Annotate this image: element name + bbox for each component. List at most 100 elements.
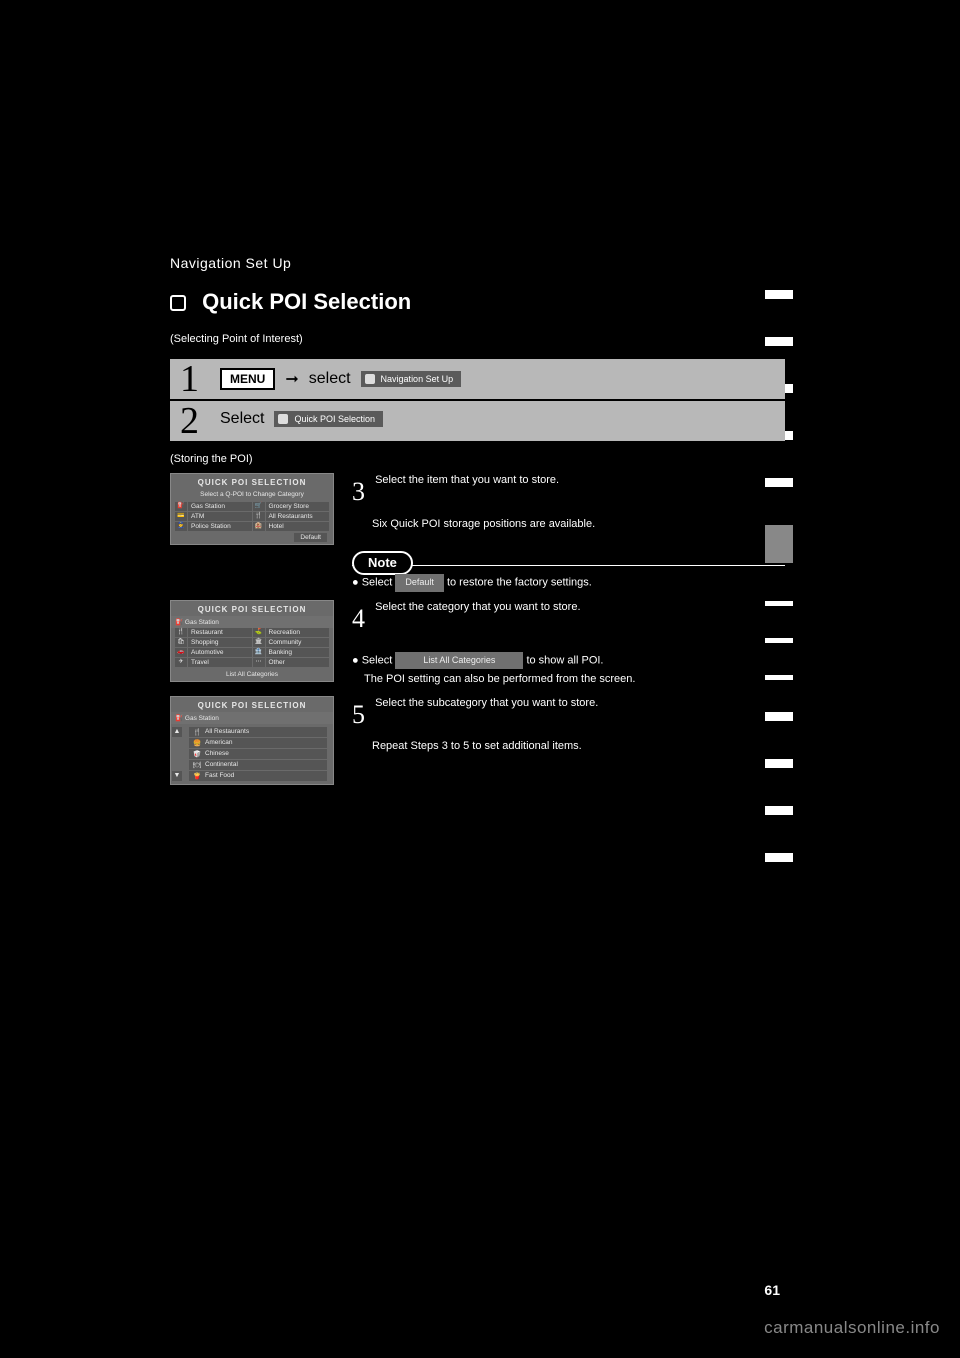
list-label: Chinese xyxy=(205,750,229,758)
mini-icon: 🛍 xyxy=(175,638,187,647)
note-block: Note ● Select Default to restore the fac… xyxy=(352,551,785,592)
step-5-row: QUICK POI SELECTION ⛽ Gas Station ▲ ▼ 🍴A… xyxy=(170,696,785,785)
list-item[interactable]: 🍽 Continental xyxy=(189,760,327,770)
mini-icon: 🏨 xyxy=(253,522,265,531)
list-label: Continental xyxy=(205,761,238,769)
step-number: 4 xyxy=(352,600,372,638)
default-inline-button[interactable]: Default xyxy=(395,574,444,592)
mini-sub: Select a Q-POI to Change Category xyxy=(171,489,333,502)
list-label: American xyxy=(205,739,232,747)
mini-title: QUICK POI SELECTION xyxy=(171,601,333,616)
quick-poi-button[interactable]: Quick POI Selection xyxy=(274,411,383,427)
watermark: carmanualsonline.info xyxy=(764,1318,940,1338)
mini-title: QUICK POI SELECTION xyxy=(171,697,333,712)
side-tab xyxy=(765,806,793,815)
mini-cell[interactable]: Banking xyxy=(266,648,330,657)
page-number: 61 xyxy=(764,1282,780,1298)
scroll-down-icon[interactable]: ▼ xyxy=(172,771,182,781)
step-4-text: 4 Select the category that you want to s… xyxy=(352,600,785,688)
list-item[interactable]: 🍔 American xyxy=(189,738,327,748)
note-text: to show all POI. xyxy=(526,654,603,666)
menu-button[interactable]: MENU xyxy=(220,368,275,390)
btn-label: Navigation Set Up xyxy=(381,374,454,384)
note-body: ● Select Default to restore the factory … xyxy=(352,574,785,592)
btn-label: Quick POI Selection xyxy=(294,414,375,424)
step-number: 1 xyxy=(180,357,199,401)
note-text-extra: The POI setting can also be performed fr… xyxy=(364,671,785,688)
poi-icon xyxy=(278,414,288,424)
arrow-icon: ➞ xyxy=(285,369,298,389)
step-2: 2 Select Quick POI Selection xyxy=(170,401,785,441)
mini-cell[interactable]: Gas Station xyxy=(188,502,252,511)
mini-icon: ⛳ xyxy=(253,628,265,637)
screenshot-1: QUICK POI SELECTION Select a Q-POI to Ch… xyxy=(170,473,334,592)
wrench-icon xyxy=(365,374,375,384)
mini-icon: 💳 xyxy=(175,512,187,521)
step-desc-extra: Repeat Steps 3 to 5 to set additional it… xyxy=(372,739,785,755)
list-label: All Restaurants xyxy=(205,728,249,736)
list-icon: 🍟 xyxy=(193,772,201,780)
mini-header-text: Gas Station xyxy=(185,619,219,626)
list-icon: 🥡 xyxy=(193,750,201,758)
mini-cell[interactable]: Automotive xyxy=(188,648,252,657)
note-bullet-2: ● Select List All Categories to show all… xyxy=(352,652,785,688)
mini-panel: QUICK POI SELECTION ⛽ Gas Station 🍴Resta… xyxy=(170,600,334,682)
list-item[interactable]: 🍴 All Restaurants xyxy=(189,727,327,737)
mini-cell[interactable]: Community xyxy=(266,638,330,647)
list-item[interactable]: 🍟 Fast Food xyxy=(189,771,327,781)
list-icon: 🍴 xyxy=(193,728,201,736)
step-desc: Select the subcategory that you want to … xyxy=(375,697,598,709)
nav-setup-button[interactable]: Navigation Set Up xyxy=(361,371,462,387)
list-label: Fast Food xyxy=(205,772,234,780)
screenshot-3: QUICK POI SELECTION ⛽ Gas Station ▲ ▼ 🍴A… xyxy=(170,696,334,785)
note-bullet-1: ● Select Default to restore the factory … xyxy=(352,574,785,592)
side-tab xyxy=(765,853,793,862)
step-word: select xyxy=(309,370,351,388)
mini-icon: 🏛 xyxy=(253,638,265,647)
step-1: 1 MENU ➞ select Navigation Set Up xyxy=(170,359,785,399)
note-text: to restore the factory settings. xyxy=(447,577,592,589)
mini-title: QUICK POI SELECTION xyxy=(171,474,333,489)
mini-cell[interactable]: Hotel xyxy=(266,522,330,531)
mini-side-layout: ▲ ▼ 🍴 All Restaurants 🍔 American 🥡 Chinese … xyxy=(171,724,333,784)
step-inner: MENU ➞ select Navigation Set Up xyxy=(220,368,461,390)
step-3-text: 3 Select the item that you want to store… xyxy=(352,473,785,592)
content-region: Navigation Set Up Quick POI Selection (S… xyxy=(170,255,785,793)
default-button[interactable]: Default xyxy=(294,533,327,542)
mini-grid: ⛽Gas Station 🛒Grocery Store 💳ATM 🍴All Re… xyxy=(171,502,333,533)
mini-cell[interactable]: Recreation xyxy=(266,628,330,637)
note-text: Select xyxy=(362,654,393,666)
mini-cell[interactable]: Travel xyxy=(188,658,252,667)
mini-cell[interactable]: Other xyxy=(266,658,330,667)
mini-cell[interactable]: All Restaurants xyxy=(266,512,330,521)
mini-cell[interactable]: ATM xyxy=(188,512,252,521)
scroll-up-icon[interactable]: ▲ xyxy=(172,727,182,737)
step-desc: Select the category that you want to sto… xyxy=(375,601,580,613)
mini-icon: 🚗 xyxy=(175,648,187,657)
mini-icon: 🛒 xyxy=(253,502,265,511)
page-header: Navigation Set Up xyxy=(170,255,785,271)
mini-header-text: Gas Station xyxy=(185,715,219,722)
list-item[interactable]: 🥡 Chinese xyxy=(189,749,327,759)
step-desc: Select the item that you want to store. xyxy=(375,474,559,486)
section-title: Quick POI Selection xyxy=(202,289,411,314)
mini-cell[interactable]: Grocery Store xyxy=(266,502,330,511)
mini-list: 🍴 All Restaurants 🍔 American 🥡 Chinese 🍽 Con… xyxy=(183,724,333,784)
mini-cell[interactable]: Police Station xyxy=(188,522,252,531)
mini-foot[interactable]: List All Categories xyxy=(171,669,333,681)
list-icon: 🍔 xyxy=(193,739,201,747)
step-3-row: QUICK POI SELECTION Select a Q-POI to Ch… xyxy=(170,473,785,592)
step-5-text: 5 Select the subcategory that you want t… xyxy=(352,696,785,785)
mini-cell[interactable]: Restaurant xyxy=(188,628,252,637)
page: Navigation Set Up Quick POI Selection (S… xyxy=(0,0,960,1358)
mini-icon: 🏦 xyxy=(253,648,265,657)
mini-cell[interactable]: Shopping xyxy=(188,638,252,647)
mini-icon: ⛽ xyxy=(175,502,187,511)
note-text: Select xyxy=(362,577,393,589)
mini-icon: 👮 xyxy=(175,522,187,531)
list-all-inline-button[interactable]: List All Categories xyxy=(395,652,523,670)
mini-panel: QUICK POI SELECTION Select a Q-POI to Ch… xyxy=(170,473,334,545)
section-icon xyxy=(170,295,186,311)
step-inner: Select Quick POI Selection xyxy=(220,410,383,428)
list-icon: 🍽 xyxy=(193,761,201,769)
